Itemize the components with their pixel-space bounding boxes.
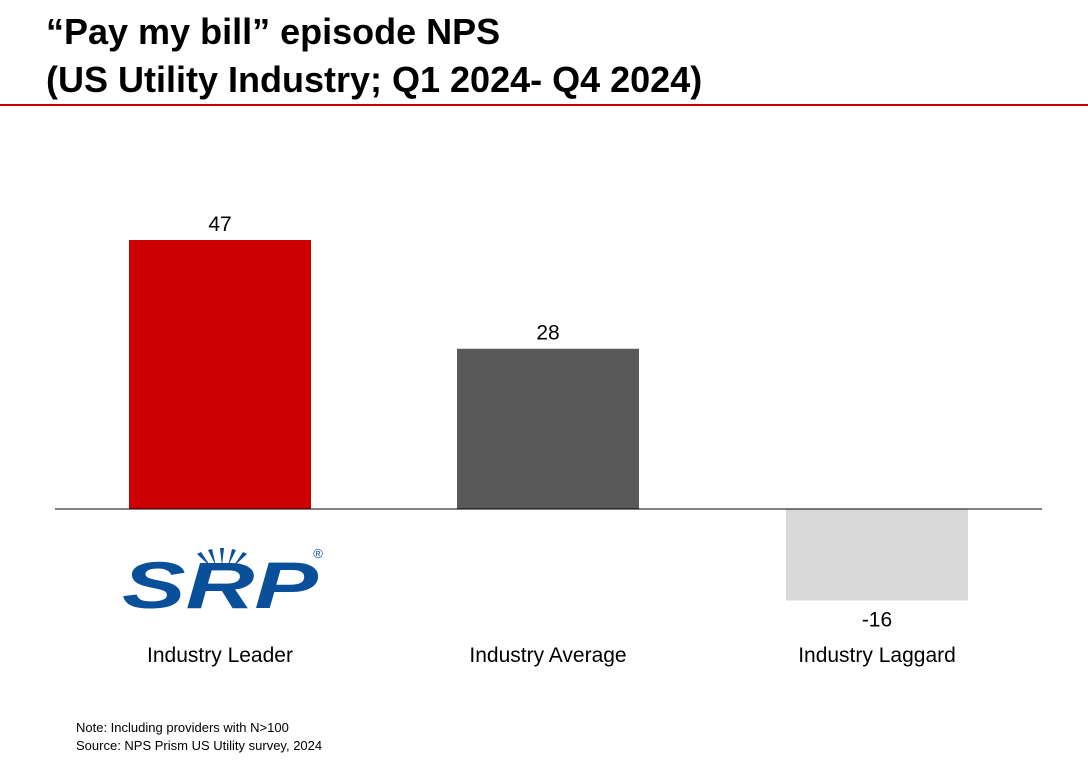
note-text: Note: Including providers with N>100 (76, 720, 289, 735)
chart-notes: Note: Including providers with N>100 Sou… (76, 719, 322, 755)
chart-title: “Pay my bill” episode NPS (US Utility In… (46, 8, 1066, 104)
bar-industry-average (457, 348, 639, 509)
srp-logo-text: SRP (122, 548, 319, 614)
data-label-industry-leader: 47 (208, 213, 231, 236)
data-label-industry-laggard: -16 (862, 609, 892, 632)
category-label-industry-leader: Industry Leader (147, 644, 293, 667)
srp-logo: SRP ® (122, 546, 323, 614)
category-label-industry-laggard: Industry Laggard (798, 644, 956, 667)
bar-industry-laggard (786, 509, 968, 601)
srp-sunburst-icon (197, 548, 247, 567)
category-label-industry-average: Industry Average (469, 644, 626, 667)
chart-title-line-1: “Pay my bill” episode NPS (46, 11, 501, 52)
registered-mark: ® (313, 546, 323, 561)
data-label-industry-average: 28 (536, 322, 559, 345)
chart-title-line-2: (US Utility Industry; Q1 2024- Q4 2024) (46, 59, 703, 100)
source-text: Source: NPS Prism US Utility survey, 202… (76, 738, 323, 753)
bar-industry-leader (129, 240, 311, 509)
title-divider (0, 104, 1088, 106)
